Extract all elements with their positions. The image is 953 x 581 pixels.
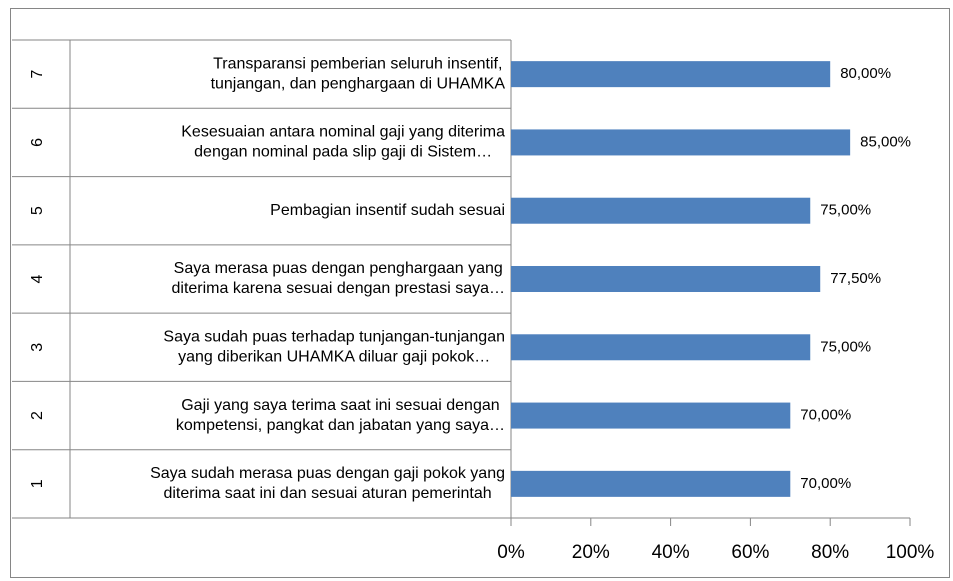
- chart-border: [10, 8, 950, 578]
- bar: [511, 266, 821, 292]
- value-label: 75,00%: [820, 338, 871, 355]
- category-number: 3: [29, 343, 46, 352]
- bar: [511, 197, 811, 224]
- x-tick-label: 40%: [652, 542, 690, 563]
- value-label: 70,00%: [800, 407, 851, 424]
- value-label: 80,00%: [840, 65, 891, 82]
- category-number: 5: [29, 206, 46, 215]
- category-label: Saya sudah puas terhadap tunjangan-tunja…: [163, 329, 505, 346]
- category-number: 1: [29, 479, 46, 488]
- bar: [511, 470, 791, 497]
- category-label: Saya merasa puas dengan penghargaan yang: [174, 260, 503, 277]
- category-number: 7: [29, 70, 46, 79]
- category-label: Saya sudah merasa puas dengan gaji pokok…: [150, 465, 505, 482]
- bar: [511, 61, 831, 88]
- category-number: 4: [29, 274, 46, 283]
- category-label: tunjangan, dan penghargaan di UHAMKA: [211, 75, 506, 92]
- category-label: dengan nominal pada slip gaji di Sistem…: [194, 144, 492, 161]
- category-label: Kesesuaian antara nominal gaji yang dite…: [181, 124, 505, 141]
- category-label: Pembagian insentif sudah sesuai: [270, 202, 505, 219]
- x-tick-label: 60%: [731, 542, 769, 563]
- bar: [511, 334, 811, 361]
- x-tick-label: 80%: [811, 542, 849, 563]
- category-label: diterima saat ini dan sesuai aturan peme…: [163, 485, 491, 502]
- category-number: 2: [29, 411, 46, 420]
- x-tick-label: 20%: [572, 542, 610, 563]
- x-tick-label: 100%: [886, 542, 935, 563]
- value-label: 75,00%: [820, 202, 871, 219]
- category-number: 6: [29, 138, 46, 147]
- value-label: 77,50%: [830, 270, 881, 287]
- category-label: kompetensi, pangkat dan jabatan yang say…: [176, 417, 505, 434]
- value-label: 70,00%: [800, 475, 851, 492]
- category-label: yang diberikan UHAMKA diluar gaji pokok…: [178, 349, 490, 366]
- category-label: diterima karena sesuai dengan prestasi s…: [171, 280, 505, 297]
- x-tick-label: 0%: [497, 542, 525, 563]
- value-label: 85,00%: [860, 133, 911, 150]
- bar: [511, 129, 851, 156]
- category-label: Transparansi pemberian seluruh insentif,: [213, 55, 502, 72]
- category-label: Gaji yang saya terima saat ini sesuai de…: [181, 397, 499, 414]
- bar: [511, 402, 791, 429]
